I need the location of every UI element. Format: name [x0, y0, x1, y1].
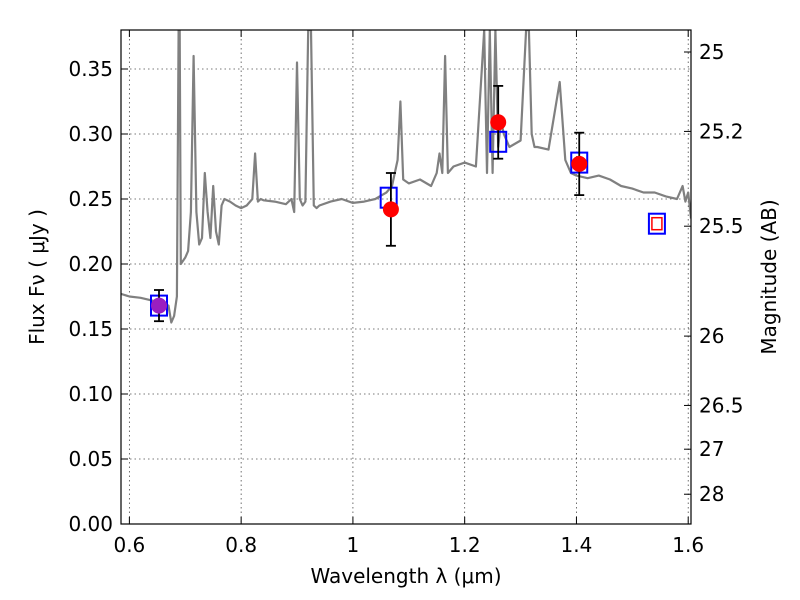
grid — [121, 30, 691, 525]
spectrum-line — [121, 30, 691, 324]
y-axis-title: Flux Fν ( μJy ) — [25, 209, 49, 345]
y2-tick-label: 25 — [699, 40, 724, 64]
y-tick-label: 0.20 — [68, 252, 113, 276]
y-tick-label: 0.25 — [68, 187, 113, 211]
y-tick-label: 0.10 — [68, 382, 113, 406]
y-tick-label: 0.30 — [68, 122, 113, 146]
x-tick-label: 1.6 — [672, 533, 704, 557]
x-tick-label: 0.8 — [225, 533, 257, 557]
x-axis-title: Wavelength λ (μm) — [310, 564, 501, 588]
observed-point — [490, 114, 507, 131]
y-tick-label: 0.15 — [68, 317, 113, 341]
y2-tick-label: 26.5 — [699, 393, 744, 417]
y2-tick-label: 28 — [699, 482, 724, 506]
y2-tick-label: 25.5 — [699, 214, 744, 238]
y2-tick-label: 26 — [699, 324, 724, 348]
y2-tick-label: 25.2 — [699, 119, 744, 143]
y-tick-label: 0.35 — [68, 57, 113, 81]
y2-axis-title: Magnitude (AB) — [757, 199, 781, 354]
x-tick-label: 0.6 — [113, 533, 145, 557]
axis-ticks: 0.6 0.8 1 1.2 1.4 1.6 0.00 0.05 0.10 0.15 0.20 0.25… — [68, 30, 744, 557]
observed-point — [151, 297, 167, 314]
observed-point — [571, 155, 588, 172]
upper-limit-marker — [651, 216, 663, 231]
x-tick-label: 1.4 — [561, 533, 593, 557]
plot-area — [121, 30, 691, 324]
y-tick-label: 0.00 — [68, 512, 113, 536]
model-point — [647, 212, 666, 235]
y-tick-label: 0.05 — [68, 447, 113, 471]
x-tick-label: 1 — [347, 533, 360, 557]
observed-point — [382, 201, 399, 218]
x-tick-label: 1.2 — [449, 533, 481, 557]
y2-tick-label: 27 — [699, 437, 724, 461]
plot-frame — [120, 29, 692, 525]
